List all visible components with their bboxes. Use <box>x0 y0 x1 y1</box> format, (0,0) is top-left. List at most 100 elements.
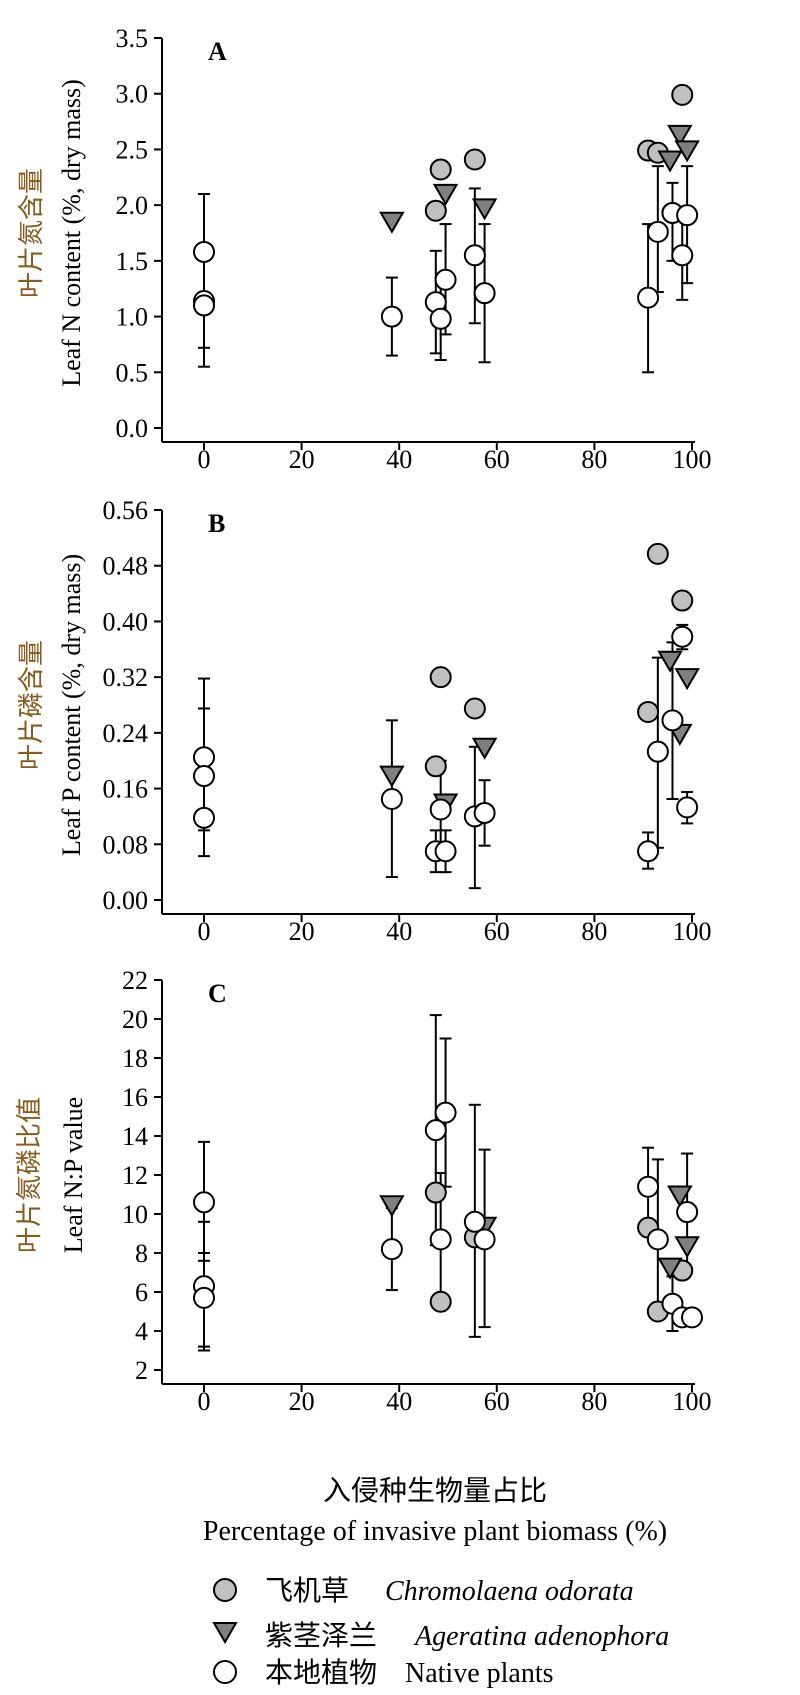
point-native <box>429 307 452 330</box>
y-tick-label: 1.0 <box>116 303 149 332</box>
point-ageratina <box>657 1257 683 1280</box>
point-ageratina <box>674 668 700 691</box>
point-ageratina <box>657 150 683 173</box>
point-chromolaena <box>637 700 660 723</box>
legend-item-native: 本地植物 Native plants <box>213 1656 554 1689</box>
point-chromolaena <box>671 589 694 612</box>
point-ageratina <box>471 737 498 760</box>
point-native <box>676 796 699 819</box>
point-native <box>671 625 694 648</box>
point-ageratina <box>379 211 405 234</box>
point-native <box>429 798 452 821</box>
y-axis-title-en: Leaf P content (%, dry mass) <box>57 554 86 856</box>
point-native <box>193 806 215 829</box>
y-tick-label: 0.5 <box>116 358 149 387</box>
point-chromolaena <box>424 755 447 778</box>
point-ageratina <box>432 183 459 206</box>
point-native <box>637 286 660 309</box>
y-axis-title-cn: 叶片磷含量 <box>17 640 47 770</box>
point-native <box>463 1210 486 1233</box>
x-axis-title-en: Percentage of invasive plant biomass (%) <box>203 1516 667 1547</box>
x-tick-label: 100 <box>673 445 712 474</box>
legend-label-en: Ageratina adenophora <box>413 1621 669 1652</box>
x-tick-label: 60 <box>484 917 510 946</box>
legend-marker-gray-triangle <box>212 1622 238 1644</box>
y-axis-title-en: Leaf N content (%, dry mass) <box>57 79 86 387</box>
point-native <box>676 1201 699 1224</box>
y-tick-label: 4 <box>135 1317 148 1346</box>
y-tick-label: 0.0 <box>116 414 149 443</box>
legend-label-en: Native plants <box>405 1658 554 1689</box>
point-ageratina <box>657 650 683 673</box>
x-tick-label: 100 <box>673 1387 712 1416</box>
point-chromolaena <box>424 1181 447 1204</box>
y-tick-label: 3.0 <box>116 80 149 109</box>
point-native <box>434 268 457 291</box>
x-axis-title-cn: 入侵种生物量占比 <box>323 1474 547 1507</box>
y-tick-label: 2.5 <box>116 135 149 164</box>
point-native <box>661 709 684 732</box>
point-native <box>646 1228 669 1251</box>
point-native <box>463 244 486 267</box>
y-tick-label: 1.5 <box>116 247 149 276</box>
point-ageratina <box>667 1185 693 1208</box>
point-chromolaena <box>429 666 452 689</box>
point-ageratina <box>674 140 700 163</box>
y-tick-label: 6 <box>135 1278 148 1307</box>
x-tick-label: 80 <box>581 445 607 474</box>
point-ageratina <box>379 765 405 788</box>
legend-label-en: Chromolaena odorata <box>385 1576 634 1607</box>
panel-B: 0.00 0.08 0.16 0.24 0.32 0.40 0.48 0.56 0 20 40 60 8… <box>17 496 712 946</box>
x-tick-label: 40 <box>386 1387 412 1416</box>
x-tick-label: 80 <box>581 917 607 946</box>
y-axis-title-cn: 叶片氮含量 <box>17 168 47 298</box>
point-native <box>473 801 496 824</box>
x-tick-label: 40 <box>386 445 412 474</box>
point-native <box>671 244 694 267</box>
x-tick-label: 20 <box>289 917 315 946</box>
point-native <box>193 240 215 263</box>
point-chromolaena <box>424 199 447 222</box>
y-tick-label: 0.16 <box>103 775 149 804</box>
y-tick-label: 0.48 <box>103 552 149 581</box>
point-native <box>193 1286 215 1309</box>
panel-letter: C <box>208 979 227 1008</box>
y-tick-label: 20 <box>122 1005 148 1034</box>
x-tick-label: 0 <box>198 445 211 474</box>
panel-letter: A <box>208 37 227 66</box>
y-axis-title-cn: 叶片氮磷比值 <box>15 1097 45 1253</box>
point-native <box>473 1228 496 1251</box>
x-tick-label: 80 <box>581 1387 607 1416</box>
point-native <box>646 740 669 763</box>
point-ageratina <box>471 198 498 221</box>
point-native <box>380 788 403 811</box>
point-native <box>676 204 699 227</box>
y-axis-title-en: Leaf N:P value <box>59 1097 88 1253</box>
point-native <box>193 765 215 788</box>
point-native <box>681 1306 703 1329</box>
x-tick-label: 20 <box>289 445 315 474</box>
point-chromolaena <box>429 1290 452 1313</box>
point-native <box>473 282 496 305</box>
panel-C: 2 4 6 8 10 12 14 16 18 20 22 0 20 40 60 80 100 C 叶片氮磷比值 Lea… <box>15 966 712 1416</box>
legend-label-cn: 紫茎泽兰 <box>265 1619 377 1652</box>
y-tick-label: 22 <box>122 966 148 995</box>
legend-item-ageratina: 紫茎泽兰 Ageratina adenophora <box>212 1619 669 1652</box>
y-tick-label: 0.24 <box>103 719 149 748</box>
point-native <box>380 1238 403 1261</box>
legend: 飞机草 Chromolaena odorata 紫茎泽兰 Ageratina a… <box>212 1574 669 1689</box>
y-tick-label: 16 <box>122 1083 148 1112</box>
point-native <box>380 305 403 328</box>
y-tick-label: 2.0 <box>116 191 149 220</box>
point-ageratina <box>379 1195 405 1218</box>
point-ageratina <box>674 1236 700 1259</box>
y-tick-label: 12 <box>122 1161 148 1190</box>
x-tick-label: 0 <box>198 917 211 946</box>
panel-A: 0.0 0.5 1.0 1.5 2.0 2.5 3.0 3.5 0 20 40 60 80 100 A 叶片氮… <box>17 24 712 474</box>
x-tick-label: 100 <box>673 917 712 946</box>
point-native <box>637 1175 660 1198</box>
legend-marker-gray-circle <box>213 1578 237 1602</box>
y-tick-label: 0.32 <box>103 663 149 692</box>
y-tick-label: 2 <box>135 1356 148 1385</box>
y-tick-label: 3.5 <box>116 24 149 53</box>
